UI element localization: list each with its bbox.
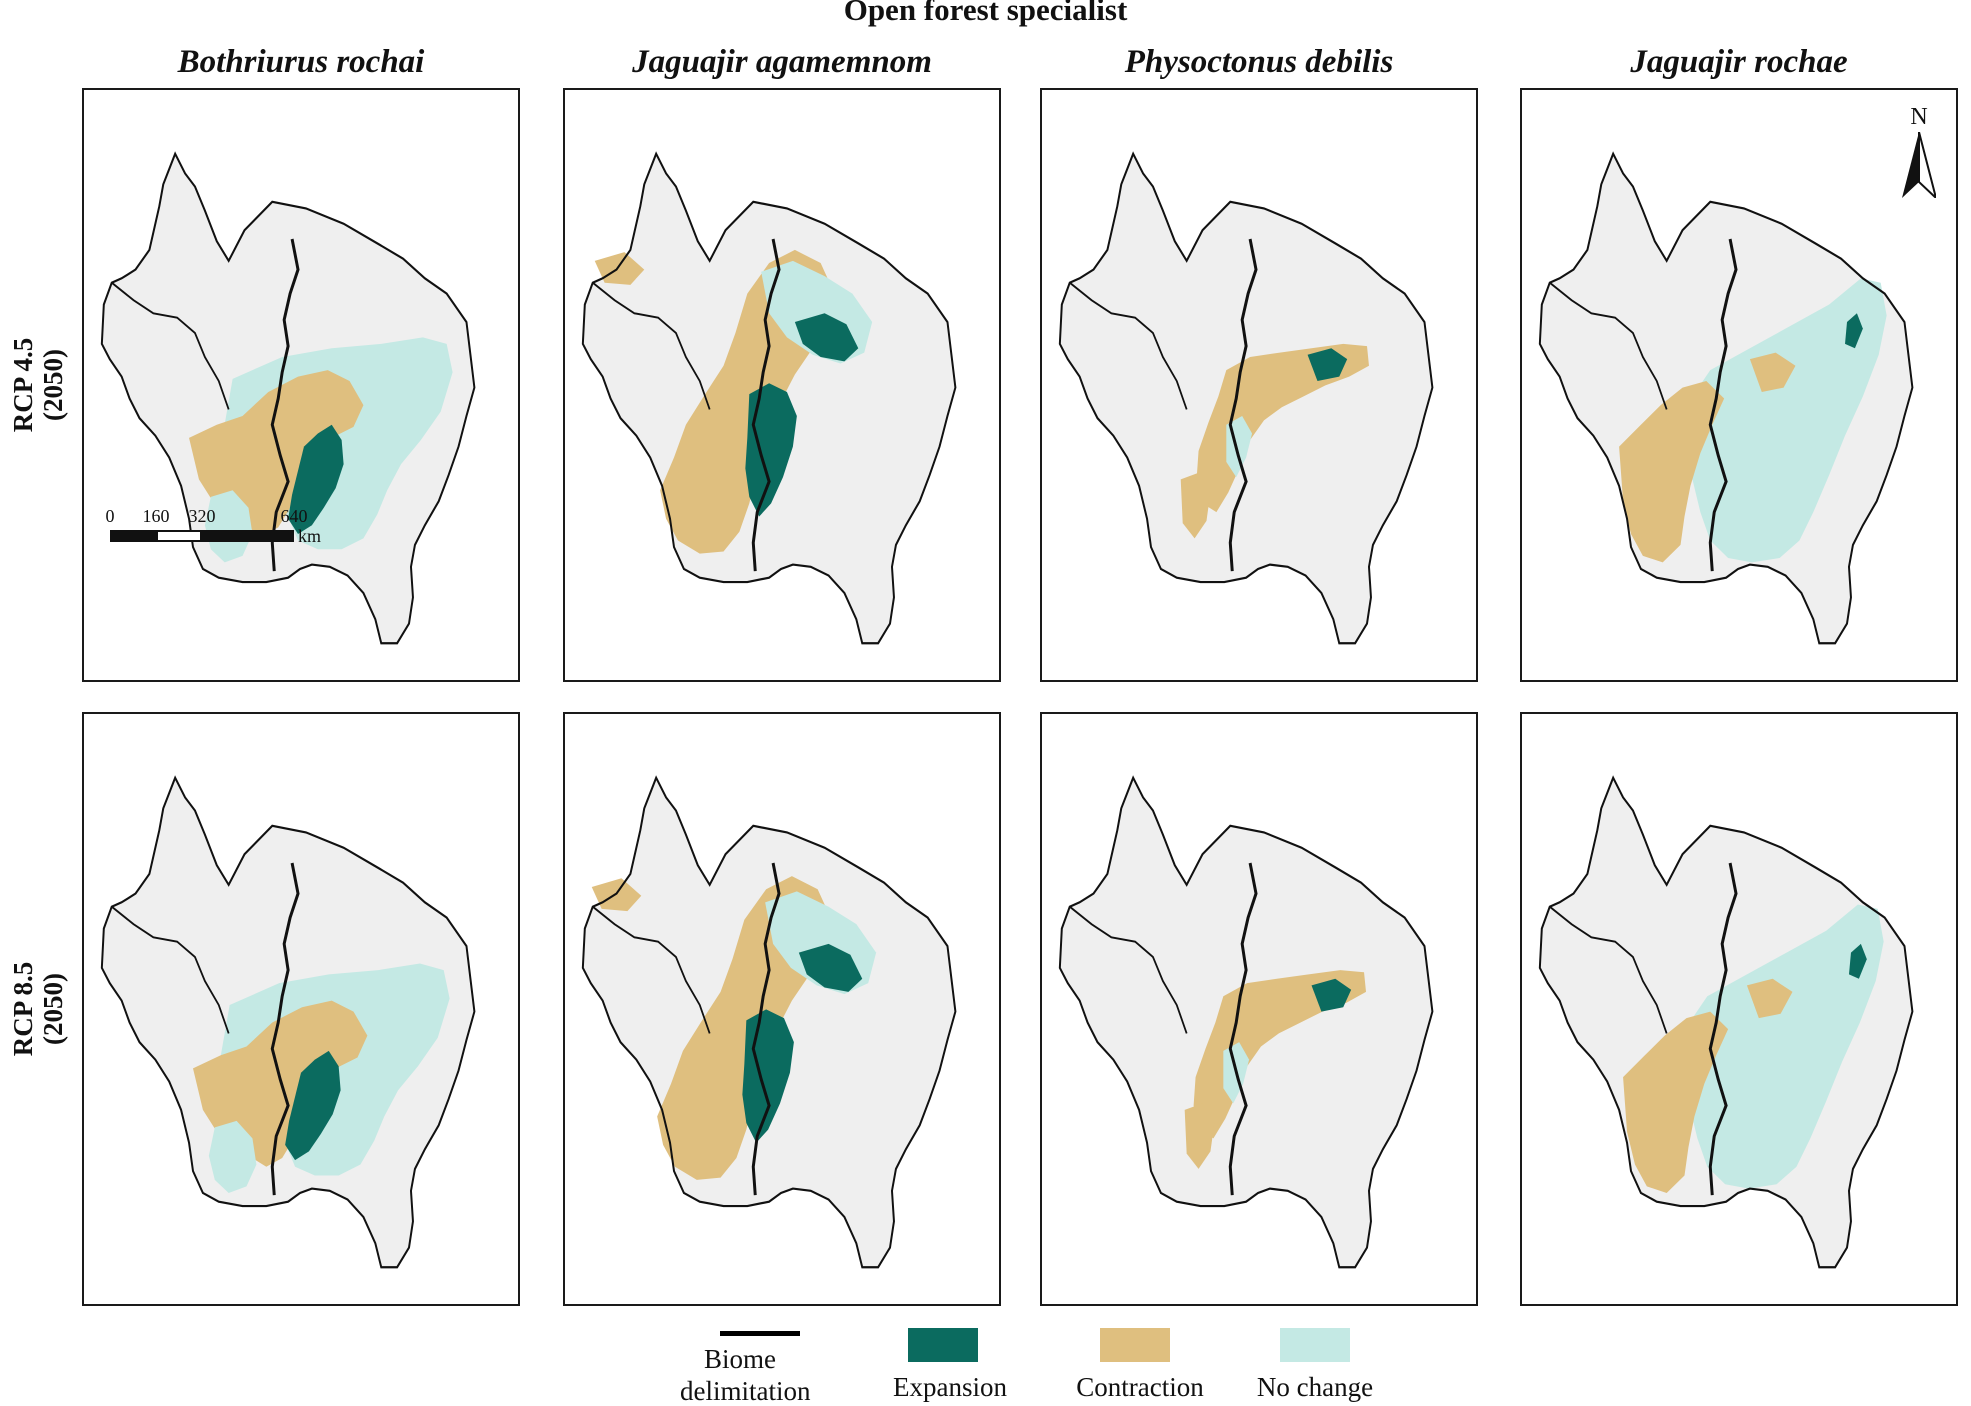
scale-tick-label: 0 (105, 506, 115, 526)
north-arrow-icon: N (1894, 104, 1944, 200)
map-panel-r2-c3 (1040, 712, 1478, 1306)
expansion-area (1307, 348, 1348, 382)
biome-delimitation-line (270, 238, 300, 572)
contraction-area (1196, 343, 1369, 513)
biome-delimitation-line (1708, 238, 1738, 572)
region-outline (1538, 151, 1914, 645)
map-panel-r2-c1 (82, 712, 520, 1306)
column-title-2: Jaguajir agamemnom (632, 44, 932, 80)
region-outline (581, 151, 957, 645)
map-svg (1058, 775, 1434, 1269)
row-period: (2050) (38, 973, 68, 1045)
row-label-rcp45: RCP 4.5 (2050) (8, 88, 68, 682)
biome-delimitation-line (1228, 862, 1258, 1196)
scale-unit: km (298, 526, 322, 546)
map-panel-r1-c1: 0 160 320 640 km (82, 88, 520, 682)
north-label: N (1910, 104, 1928, 130)
map-svg (581, 775, 957, 1269)
map-svg (1538, 151, 1914, 645)
legend-label-biome-1: Biome (704, 1344, 776, 1374)
no-change-swatch (1280, 1328, 1350, 1362)
map-panel-r1-c2 (563, 88, 1001, 682)
legend-label-biome-2: delimitation (680, 1376, 811, 1406)
biome-delimitation-line (751, 238, 781, 572)
no-change-area (208, 1120, 257, 1193)
contraction-area (1184, 1103, 1215, 1169)
region-outline (100, 775, 476, 1269)
biome-line-symbol (720, 1331, 800, 1336)
contraction-swatch (1100, 1328, 1170, 1362)
biome-delimitation-line (592, 905, 711, 1034)
region-outline (581, 775, 957, 1269)
no-change-area (1680, 278, 1887, 563)
map-panel-r1-c3 (1040, 88, 1478, 682)
scale-tick-label: 640 (280, 506, 308, 526)
row-scenario: RCP 8.5 (8, 961, 38, 1057)
scale-bar-segment (110, 530, 156, 542)
biome-delimitation-line (1549, 905, 1668, 1034)
contraction-area (1619, 381, 1725, 563)
contraction-area (1623, 1011, 1729, 1193)
contraction-area (1746, 978, 1793, 1019)
biome-delimitation-line (111, 905, 230, 1034)
region-outline (1058, 151, 1434, 645)
scale-bar-segment (156, 530, 202, 542)
no-change-area (204, 490, 253, 563)
column-title-1: Bothriurus rochai (177, 44, 425, 80)
scale-tick-label: 320 (188, 506, 216, 526)
expansion-area (794, 313, 859, 362)
map-panel-r1-c4: N (1520, 88, 1958, 682)
biome-delimitation-line (111, 281, 230, 410)
row-scenario: RCP 4.5 (8, 337, 38, 433)
legend-label-no-change: No change (1256, 1372, 1374, 1402)
expansion-area (745, 383, 797, 517)
map-svg (1058, 151, 1434, 645)
expansion-area (285, 1050, 341, 1161)
expansion-area (288, 424, 344, 534)
expansion-swatch (908, 1328, 978, 1362)
expansion-area (1845, 313, 1863, 349)
biome-delimitation-line (1069, 905, 1188, 1034)
map-svg (100, 775, 476, 1269)
expansion-area (1311, 978, 1352, 1012)
scale-bar: 0 160 320 640 km (106, 506, 366, 554)
row-period: (2050) (38, 349, 68, 421)
figure-title: Open forest specialist (843, 0, 1128, 27)
legend: Biome delimitation Expansion Contraction… (680, 1320, 1420, 1406)
scale-bar-segment (202, 530, 294, 542)
map-svg (1538, 775, 1914, 1269)
map-panel-r2-c4 (1520, 712, 1958, 1306)
biome-delimitation-line (270, 862, 300, 1196)
contraction-area (1749, 352, 1796, 392)
expansion-area (798, 943, 863, 992)
legend-label-expansion: Expansion (893, 1372, 1007, 1402)
biome-delimitation-line (1069, 281, 1188, 410)
biome-delimitation-line (592, 281, 711, 410)
region-outline (1058, 775, 1434, 1269)
scale-tick-label: 160 (142, 506, 170, 526)
legend-label-contraction: Contraction (1076, 1372, 1204, 1402)
region-outline (1538, 775, 1914, 1269)
biome-delimitation-line (751, 862, 781, 1196)
biome-delimitation-line (1708, 862, 1738, 1196)
column-title-3: Physoctonus debilis (1124, 44, 1394, 80)
map-panel-r2-c2 (563, 712, 1001, 1306)
region-outline (100, 151, 476, 645)
contraction-area (1180, 472, 1211, 539)
expansion-area (1848, 943, 1867, 979)
biome-delimitation-line (1228, 238, 1258, 572)
row-label-rcp85: RCP 8.5 (2050) (8, 712, 68, 1306)
map-svg (100, 151, 476, 645)
map-svg (581, 151, 957, 645)
column-title-4: Jaguajir rochae (1630, 44, 1848, 80)
biome-delimitation-line (1549, 281, 1668, 410)
no-change-area (1677, 904, 1884, 1189)
